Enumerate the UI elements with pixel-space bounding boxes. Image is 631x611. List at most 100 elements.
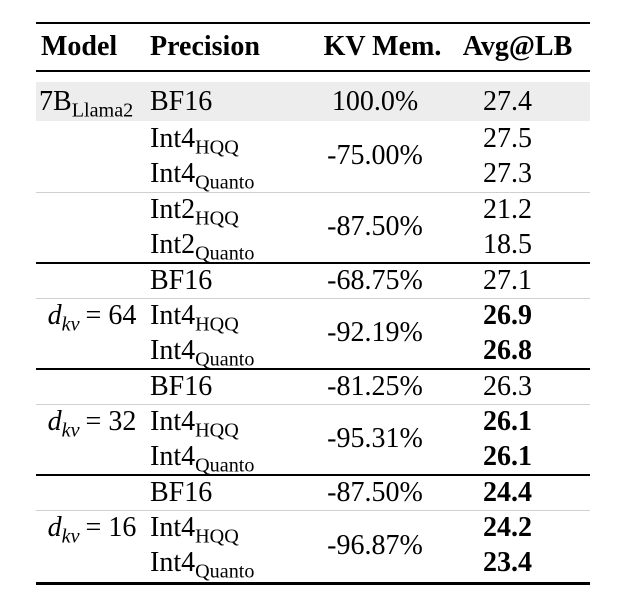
table-row: BF16 -81.25% 26.3 <box>36 368 590 404</box>
col-header-avg-lb: Avg@LB <box>445 23 590 72</box>
avg-lb-cell: 18.5 <box>483 228 532 260</box>
precision-cell: Int4Quanto <box>148 156 320 192</box>
precision-base: Int4 <box>150 157 196 189</box>
avg-lb-cell: 23.4 <box>483 547 532 579</box>
precision-cell: Int4Quanto <box>148 545 320 583</box>
avg-lb-cell: 26.1 <box>483 440 532 472</box>
model-subscript: Llama2 <box>71 99 134 122</box>
precision-base: Int4 <box>150 334 196 366</box>
precision-subscript: Quanto <box>195 171 255 194</box>
precision-subscript: Quanto <box>195 454 255 477</box>
precision-base: Int2 <box>150 193 196 225</box>
precision-cell: Int4HQQ <box>148 403 320 442</box>
model-math-subscript: kv <box>61 313 80 336</box>
precision-cell: BF16 <box>148 262 320 298</box>
precision-subscript: Quanto <box>195 348 255 371</box>
precision-base: Int2 <box>150 228 196 260</box>
precision-base: BF16 <box>150 85 213 117</box>
model-cell: dkv = 64 <box>36 297 148 336</box>
avg-lb-cell: 26.9 <box>445 297 590 333</box>
avg-lb-cell: 26.3 <box>445 368 590 404</box>
precision-cell: Int2HQQ <box>148 191 320 230</box>
precision-base: BF16 <box>150 370 213 402</box>
precision-subscript: HQQ <box>195 313 239 336</box>
precision-base: Int4 <box>150 299 196 331</box>
precision-base: Int4 <box>150 405 196 437</box>
kv-mem-cell: 100.0% <box>320 71 445 121</box>
table-body: 7BLlama2 BF16 100.0% 27.4 Int4HQQ -75.00… <box>36 71 590 583</box>
avg-lb-cell: 26.8 <box>483 334 532 366</box>
avg-lb-cell: 27.3 <box>483 157 532 189</box>
model-math-symbol: d <box>47 299 62 331</box>
avg-lb-cell: 27.1 <box>445 262 590 298</box>
precision-cell: Int4HQQ <box>148 297 320 336</box>
model-cell-empty <box>36 474 148 510</box>
precision-base: Int4 <box>150 122 196 154</box>
model-cell-empty <box>36 156 148 192</box>
col-header-model: Model <box>36 23 148 72</box>
precision-subscript: HQQ <box>195 525 239 548</box>
model-math-value: = 32 <box>85 405 137 437</box>
model-math-symbol: d <box>47 511 62 543</box>
kv-mem-cell-merged: -96.87% <box>320 509 445 583</box>
model-cell-empty <box>36 333 148 369</box>
avg-lb-cell: 21.2 <box>445 191 590 227</box>
precision-subscript: Quanto <box>195 242 255 265</box>
model-cell-empty <box>36 121 148 156</box>
avg-lb-cell: 27.5 <box>483 122 532 154</box>
table-row: Int4HQQ -75.00% 27.5 <box>36 121 590 170</box>
precision-base: Int4 <box>150 511 196 543</box>
model-math-value: = 16 <box>85 511 137 543</box>
model-math-subscript: kv <box>61 419 80 442</box>
table-row: Int2Quanto 18.5 <box>36 227 590 263</box>
model-cell-empty <box>36 262 148 298</box>
precision-cell: Int4HQQ <box>148 509 320 548</box>
table-row: Int2HQQ -87.50% 21.2 <box>36 191 590 263</box>
precision-base: Int4 <box>150 440 196 472</box>
table-row: Int4Quanto 23.4 <box>36 545 590 583</box>
table-row: BF16 -68.75% 27.1 <box>36 262 590 298</box>
kv-mem-cell: -81.25% <box>320 368 445 404</box>
kv-mem-cell-merged: -87.50% <box>320 191 445 263</box>
kv-mem-cell-merged: -95.31% <box>320 403 445 475</box>
table-row: 7BLlama2 BF16 100.0% 27.4 <box>36 71 590 121</box>
model-cell: 7BLlama2 <box>36 71 148 121</box>
table-row: Int4Quanto 26.1 <box>36 439 590 475</box>
col-header-precision: Precision <box>148 23 320 72</box>
model-cell-empty <box>36 439 148 475</box>
table-row: dkv = 64 Int4HQQ -92.19% 26.9 <box>36 297 590 369</box>
precision-base: Int4 <box>150 547 196 579</box>
model-math-value: = 64 <box>85 299 137 331</box>
precision-cell: BF16 <box>148 474 320 510</box>
precision-subscript: HQQ <box>195 136 239 159</box>
avg-lb-cell: 24.4 <box>445 474 590 510</box>
precision-subscript: HQQ <box>195 419 239 442</box>
model-math-symbol: d <box>47 405 62 437</box>
model-cell-empty <box>36 545 148 583</box>
precision-subscript: Quanto <box>195 560 255 583</box>
kv-mem-cell: -68.75% <box>320 262 445 298</box>
table-row: Int4Quanto 27.3 <box>36 156 590 192</box>
model-cell-empty <box>36 191 148 227</box>
precision-cell: Int4Quanto <box>148 439 320 475</box>
model-cell: dkv = 16 <box>36 509 148 548</box>
model-cell-empty <box>36 368 148 404</box>
precision-base: BF16 <box>150 264 213 296</box>
avg-lb-cell: 26.1 <box>445 403 590 439</box>
model-cell-empty <box>36 227 148 263</box>
table-header: Model Precision KV Mem. Avg@LB <box>36 23 590 72</box>
kv-mem-cell-merged: -92.19% <box>320 297 445 369</box>
precision-subscript: HQQ <box>195 207 239 230</box>
table-row: dkv = 16 Int4HQQ -96.87% 24.2 <box>36 509 590 583</box>
avg-lb-cell: 24.2 <box>445 509 590 545</box>
results-table: Model Precision KV Mem. Avg@LB 7BLlama2 … <box>36 22 590 585</box>
table-row: BF16 -87.50% 24.4 <box>36 474 590 510</box>
avg-lb-cell: 27.4 <box>445 71 590 121</box>
kv-mem-cell-merged: -75.00% <box>327 140 423 172</box>
table-row: Int4Quanto 26.8 <box>36 333 590 369</box>
col-header-kv-mem: KV Mem. <box>320 23 445 72</box>
kv-mem-cell: -87.50% <box>320 474 445 510</box>
model-math-subscript: kv <box>61 525 80 548</box>
precision-cell: Int4HQQ <box>148 121 320 159</box>
